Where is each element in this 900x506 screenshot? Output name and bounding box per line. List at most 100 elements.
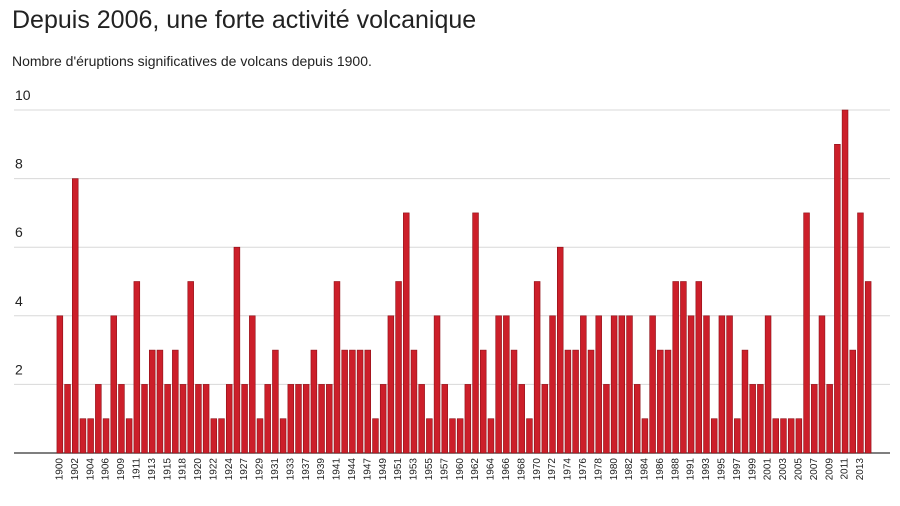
bar xyxy=(710,418,718,454)
x-tick-label: 1906 xyxy=(101,458,112,481)
bar xyxy=(433,315,441,454)
bar xyxy=(125,418,133,454)
x-tick-label: 1922 xyxy=(208,458,219,481)
x-tick-label: 2009 xyxy=(824,458,835,481)
y-tick-label: 4 xyxy=(15,293,23,309)
bar xyxy=(780,418,787,454)
x-tick-label: 2005 xyxy=(794,458,805,481)
bar xyxy=(56,315,64,454)
bar xyxy=(64,384,71,454)
x-tick-label: 1931 xyxy=(270,458,281,481)
bar xyxy=(741,349,749,454)
bar xyxy=(102,418,110,454)
bar xyxy=(387,315,395,454)
bar xyxy=(241,384,248,454)
bar xyxy=(418,384,425,454)
bar xyxy=(449,418,456,454)
bar xyxy=(310,349,318,454)
x-tick-label: 1949 xyxy=(378,458,389,481)
bar xyxy=(118,384,125,454)
bar xyxy=(726,315,733,454)
x-tick-label: 1966 xyxy=(501,458,512,481)
x-tick-label: 1974 xyxy=(563,458,574,481)
x-tick-label: 1970 xyxy=(532,458,543,481)
bar xyxy=(149,349,156,454)
x-tick-label: 1909 xyxy=(116,458,127,481)
bar xyxy=(811,384,818,454)
bar xyxy=(857,212,864,454)
bar xyxy=(595,315,602,454)
bar xyxy=(318,384,325,454)
bar xyxy=(133,281,141,454)
x-tick-label: 1911 xyxy=(131,458,142,480)
bar xyxy=(864,281,872,454)
bar xyxy=(403,212,410,454)
chart-subtitle: Nombre d'éruptions significatives de vol… xyxy=(12,53,372,69)
bar xyxy=(326,384,333,454)
bar xyxy=(218,418,225,454)
bar xyxy=(557,246,564,454)
bar xyxy=(518,384,525,454)
x-tick-label: 1960 xyxy=(455,458,466,481)
x-tick-label: 1988 xyxy=(670,458,681,481)
bar xyxy=(826,384,833,454)
bar xyxy=(264,384,271,454)
x-tick-label: 1982 xyxy=(624,458,635,481)
y-tick-label: 8 xyxy=(15,156,23,172)
bar xyxy=(510,349,518,454)
bar xyxy=(618,315,626,454)
bar xyxy=(79,418,87,454)
bar xyxy=(572,349,579,454)
bar xyxy=(441,384,448,454)
y-tick-label: 10 xyxy=(15,87,31,103)
bar xyxy=(249,315,256,454)
x-tick-label: 1980 xyxy=(609,458,620,481)
x-tick-label: 1999 xyxy=(747,458,758,481)
bar xyxy=(764,315,772,454)
bar xyxy=(141,384,148,454)
bar xyxy=(649,315,656,454)
x-tick-label: 1927 xyxy=(239,458,250,481)
x-tick-label: 1968 xyxy=(516,458,527,481)
x-tick-label: 1955 xyxy=(424,458,435,481)
x-tick-label: 1962 xyxy=(470,458,481,481)
bar xyxy=(272,349,279,454)
y-tick-label: 6 xyxy=(15,224,23,240)
bar xyxy=(256,418,264,454)
bar xyxy=(664,349,672,454)
bar xyxy=(456,418,464,454)
bar xyxy=(195,384,202,454)
bar xyxy=(795,418,803,454)
bar xyxy=(533,281,541,454)
bar xyxy=(587,349,595,454)
bar xyxy=(849,349,856,454)
bar xyxy=(657,349,664,454)
bar xyxy=(772,418,779,454)
x-tick-label: 1995 xyxy=(717,458,728,481)
x-tick-label: 1913 xyxy=(147,458,158,481)
x-tick-label: 1997 xyxy=(732,458,743,481)
x-tick-label: 1957 xyxy=(439,458,450,481)
x-tick-label: 1964 xyxy=(486,458,497,481)
bar xyxy=(549,315,556,454)
bar xyxy=(541,384,549,454)
bar xyxy=(341,349,348,454)
bar xyxy=(202,384,210,454)
x-tick-label: 1929 xyxy=(255,458,266,481)
chart-title: Depuis 2006, une forte activité volcaniq… xyxy=(12,6,476,34)
bar xyxy=(603,384,610,454)
bar xyxy=(480,349,487,454)
x-tick-label: 2013 xyxy=(855,458,866,481)
bar xyxy=(356,349,364,454)
bar xyxy=(72,178,79,454)
x-tick-label: 1933 xyxy=(285,458,296,481)
bar xyxy=(156,349,164,454)
bar xyxy=(472,212,479,454)
bar xyxy=(610,315,618,454)
x-tick-label: 1915 xyxy=(162,458,173,481)
bar xyxy=(564,349,572,454)
bar xyxy=(803,212,810,454)
bar xyxy=(734,418,741,454)
bar xyxy=(757,384,764,454)
